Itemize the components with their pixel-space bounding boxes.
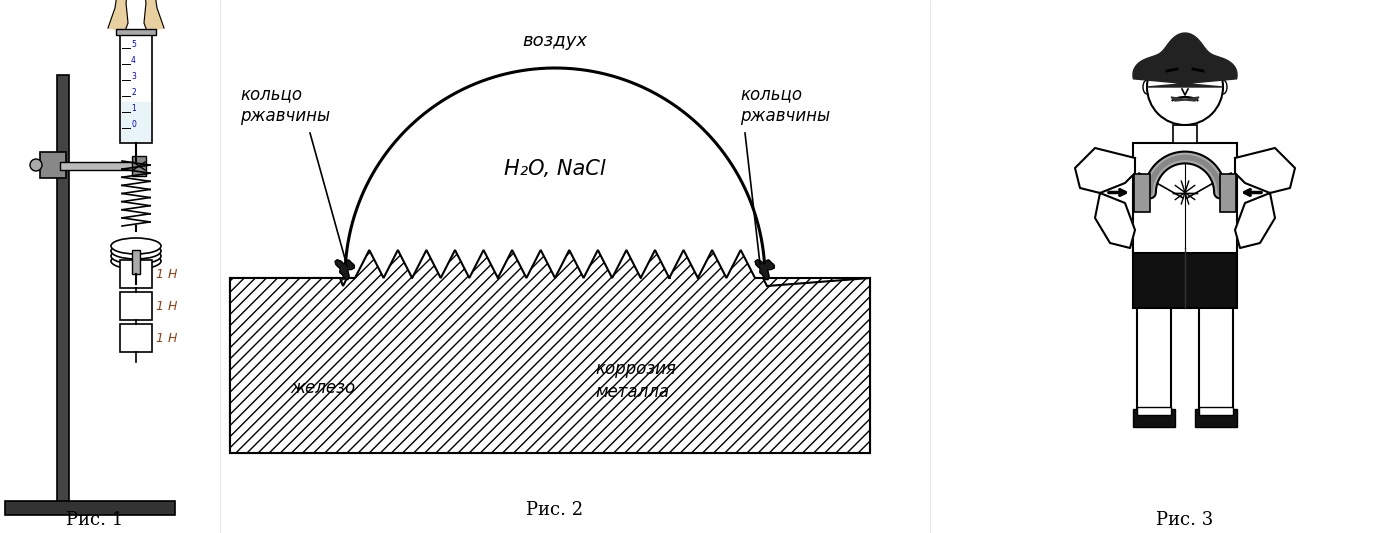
Text: металла: металла xyxy=(595,383,669,401)
Ellipse shape xyxy=(1143,80,1151,94)
Text: кольцо: кольцо xyxy=(240,85,302,103)
FancyBboxPatch shape xyxy=(120,260,152,288)
Text: 1 Н: 1 Н xyxy=(156,268,178,280)
Text: 4: 4 xyxy=(131,56,135,65)
Circle shape xyxy=(30,159,41,171)
Text: Рис. 1: Рис. 1 xyxy=(66,511,124,529)
Text: 0: 0 xyxy=(131,120,135,129)
FancyBboxPatch shape xyxy=(1199,407,1232,415)
FancyBboxPatch shape xyxy=(121,102,150,142)
FancyBboxPatch shape xyxy=(57,75,69,505)
FancyBboxPatch shape xyxy=(132,250,139,274)
Text: Рис. 3: Рис. 3 xyxy=(1156,511,1213,529)
Ellipse shape xyxy=(110,248,161,264)
FancyBboxPatch shape xyxy=(1220,174,1236,212)
Polygon shape xyxy=(108,0,128,31)
Text: H₂O, NaCl: H₂O, NaCl xyxy=(504,159,606,179)
FancyBboxPatch shape xyxy=(1137,303,1172,413)
FancyBboxPatch shape xyxy=(1134,174,1150,212)
Polygon shape xyxy=(1172,97,1199,101)
FancyBboxPatch shape xyxy=(59,162,135,170)
Text: ржавчины: ржавчины xyxy=(740,107,831,125)
FancyBboxPatch shape xyxy=(120,324,152,352)
Text: кольцо: кольцо xyxy=(740,85,802,103)
Circle shape xyxy=(1147,49,1223,125)
FancyBboxPatch shape xyxy=(1173,125,1196,143)
Text: коррозия: коррозия xyxy=(595,360,676,378)
Circle shape xyxy=(1195,76,1202,83)
FancyBboxPatch shape xyxy=(40,152,66,178)
Text: ржавчины: ржавчины xyxy=(240,107,330,125)
FancyBboxPatch shape xyxy=(1199,303,1232,413)
FancyBboxPatch shape xyxy=(1137,407,1172,415)
Polygon shape xyxy=(1235,148,1294,193)
FancyBboxPatch shape xyxy=(1133,143,1236,253)
Polygon shape xyxy=(755,260,774,280)
Polygon shape xyxy=(230,250,869,453)
FancyBboxPatch shape xyxy=(1133,248,1236,308)
FancyBboxPatch shape xyxy=(120,292,152,320)
Polygon shape xyxy=(335,260,355,280)
FancyBboxPatch shape xyxy=(120,33,152,143)
Text: 1 Н: 1 Н xyxy=(156,300,178,312)
Text: 2: 2 xyxy=(131,88,135,97)
Polygon shape xyxy=(144,0,164,31)
Text: 1: 1 xyxy=(131,104,135,113)
FancyBboxPatch shape xyxy=(132,156,146,176)
Ellipse shape xyxy=(110,253,161,269)
FancyBboxPatch shape xyxy=(1133,409,1174,427)
Text: 3: 3 xyxy=(131,72,135,81)
Text: железо: железо xyxy=(290,379,355,397)
FancyBboxPatch shape xyxy=(1195,409,1236,427)
Ellipse shape xyxy=(110,238,161,254)
Ellipse shape xyxy=(110,243,161,259)
Polygon shape xyxy=(230,278,869,453)
Text: воздух: воздух xyxy=(523,32,588,50)
Ellipse shape xyxy=(1219,80,1227,94)
FancyBboxPatch shape xyxy=(116,29,156,35)
Circle shape xyxy=(1169,76,1176,83)
Text: Рис. 2: Рис. 2 xyxy=(526,501,584,519)
Polygon shape xyxy=(1094,193,1134,248)
Polygon shape xyxy=(1235,193,1275,248)
Text: 1 Н: 1 Н xyxy=(156,332,178,344)
Polygon shape xyxy=(1133,33,1236,87)
Polygon shape xyxy=(1075,148,1134,193)
FancyBboxPatch shape xyxy=(6,501,175,515)
Text: 5: 5 xyxy=(131,40,135,49)
